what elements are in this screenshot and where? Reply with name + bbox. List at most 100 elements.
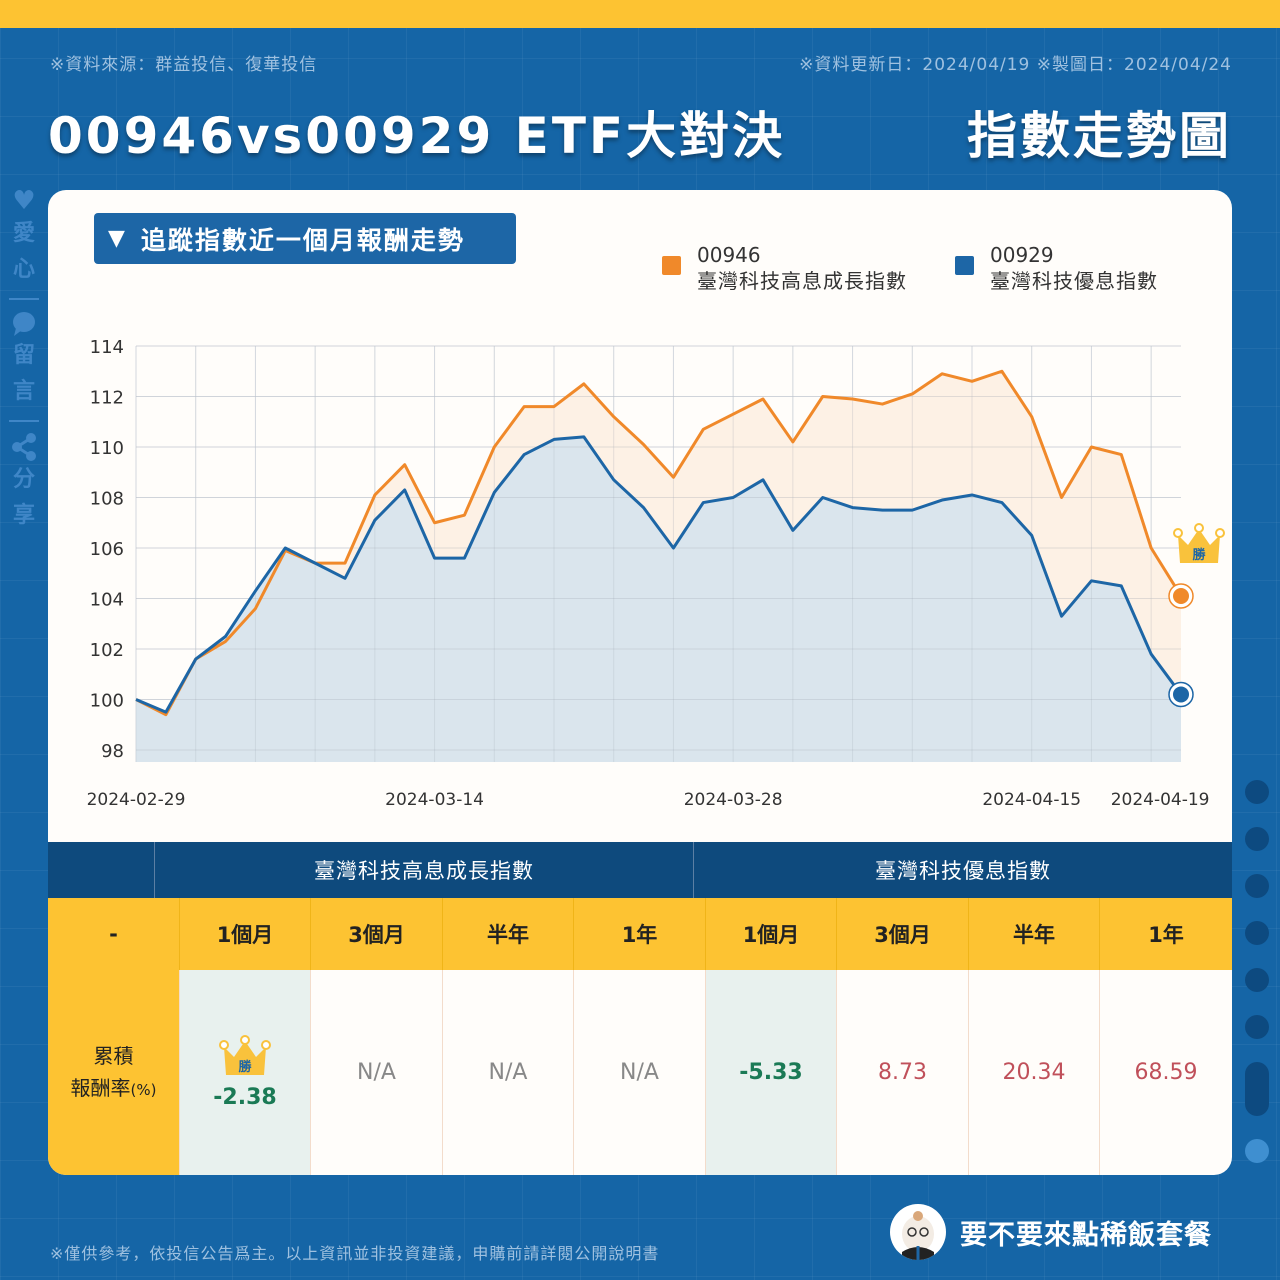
group-header-00946: 臺灣科技高息成長指數 (155, 842, 694, 898)
value: N/A (488, 1060, 528, 1085)
header-period: 半年 (443, 898, 574, 970)
svg-text:106: 106 (90, 539, 124, 560)
brand-avatar (890, 1204, 946, 1260)
page-dot[interactable] (1245, 1015, 1269, 1039)
header-period: 3個月 (311, 898, 443, 970)
header-corner: - (48, 898, 180, 970)
cell-00929-1y: 68.59 (1100, 970, 1232, 1175)
share-icon (12, 433, 36, 461)
divider (9, 298, 39, 300)
legend-name: 臺灣科技優息指數 (990, 269, 1158, 293)
data-source: ※資料來源：群益投信、復華投信 (50, 55, 318, 75)
svg-text:勝: 勝 (238, 1059, 252, 1075)
value: N/A (357, 1060, 396, 1085)
brand: 要不要來點稀飯套餐 (890, 1204, 1212, 1260)
header-period: 1年 (1148, 923, 1184, 947)
page-dot[interactable] (1245, 968, 1269, 992)
cell-00946-3m: N/A (311, 970, 443, 1175)
corner-cell (48, 842, 155, 898)
table-period-header: - 1個月 3個月 半年 1年 1個月 3個月 半年 1年 (48, 898, 1232, 970)
page-dot[interactable] (1245, 874, 1269, 898)
header-period: 1年 (574, 898, 706, 970)
crown-icon: 勝 (219, 1035, 271, 1075)
share-button[interactable]: 分 享 (10, 432, 38, 534)
cell-00929-6m: 20.34 (969, 970, 1100, 1175)
speech-bubble-icon (13, 312, 35, 336)
value: -5.33 (739, 1060, 803, 1085)
row-label: 累積 報酬率(%) (48, 970, 180, 1175)
side-actions: ♥ 愛 心 留 言 分 享 (8, 186, 40, 534)
page-subtitle: 指數走勢圖 (967, 107, 1232, 165)
main-card: ▼ 追蹤指數近一個月報酬走勢 00946 臺灣科技高息成長指數 00929 臺灣… (48, 190, 1232, 1175)
legend-swatch-orange (662, 256, 681, 275)
group-header-00929: 臺灣科技優息指數 (875, 859, 1051, 883)
svg-text:102: 102 (90, 640, 124, 661)
like-label-1: 愛 (12, 221, 35, 246)
value: N/A (620, 1060, 659, 1085)
section-heading: ▼ 追蹤指數近一個月報酬走勢 (94, 213, 516, 264)
like-label-2: 心 (12, 257, 35, 282)
row-label-line2: 報酬率 (70, 1075, 131, 1100)
cell-00929-3m: 8.73 (837, 970, 969, 1175)
value: 68.59 (1134, 1060, 1198, 1085)
header-period: 1個月 (706, 898, 837, 970)
brand-name: 要不要來點稀飯套餐 (960, 1219, 1212, 1251)
svg-text:114: 114 (90, 337, 124, 358)
top-accent-bar (0, 0, 1280, 28)
page-dot[interactable] (1245, 780, 1269, 804)
table-row: 累積 報酬率(%) 勝 -2.38 N/A N/A N/A -5.33 8.73… (48, 970, 1232, 1175)
returns-table: 臺灣科技高息成長指數 臺灣科技優息指數 - 1個月 3個月 半年 1年 1個月 … (48, 842, 1232, 1175)
data-dates: ※資料更新日：2024/04/19 ※製圖日：2024/04/24 (799, 55, 1232, 75)
svg-text:2024-02-29: 2024-02-29 (87, 790, 186, 810)
cell-00946-1y: N/A (574, 970, 706, 1175)
cell-00946-6m: N/A (443, 970, 574, 1175)
triangle-down-icon: ▼ (108, 226, 127, 251)
comment-button[interactable]: 留 言 (11, 310, 37, 410)
value: -2.38 (213, 1085, 277, 1110)
line-chart: 98 100 102 104 106 108 110 112 114 勝 2024-02-29 202… (87, 337, 1225, 810)
disclaimer: ※僅供參考，依投信公告爲主。以上資訊並非投資建議，申購前請詳閱公開說明書 (50, 1244, 660, 1263)
svg-text:98: 98 (101, 741, 124, 762)
header-period: 1個月 (180, 898, 311, 970)
svg-text:2024-04-15: 2024-04-15 (982, 790, 1081, 810)
share-label-2: 享 (12, 503, 35, 528)
cell-00929-1m: -5.33 (706, 970, 837, 1175)
legend-item-00946: 00946 臺灣科技高息成長指數 (662, 242, 907, 294)
like-button[interactable]: ♥ 愛 心 (12, 186, 35, 288)
page-dot[interactable] (1245, 827, 1269, 851)
svg-text:勝: 勝 (1192, 547, 1206, 563)
comment-label-2: 言 (12, 379, 35, 404)
svg-text:112: 112 (90, 388, 124, 409)
cell-00946-1m: 勝 -2.38 (180, 970, 311, 1175)
legend-name: 臺灣科技高息成長指數 (697, 269, 907, 293)
svg-text:100: 100 (90, 691, 124, 712)
legend-code: 00929 (990, 243, 1054, 267)
page-dot[interactable] (1245, 1139, 1269, 1163)
legend-item-00929: 00929 臺灣科技優息指數 (955, 242, 1158, 294)
share-label-1: 分 (12, 467, 35, 492)
header-period: 3個月 (837, 898, 969, 970)
legend-code: 00946 (697, 243, 761, 267)
header-period: 半年 (969, 898, 1100, 970)
comment-label-1: 留 (12, 343, 35, 368)
svg-text:2024-04-19: 2024-04-19 (1111, 790, 1210, 810)
legend-swatch-blue (955, 256, 974, 275)
svg-text:108: 108 (90, 489, 124, 510)
heart-icon: ♥ (12, 186, 36, 216)
page-dot-active[interactable] (1245, 1062, 1269, 1116)
page-title: 00946vs00929 ETF大對決 (48, 107, 786, 165)
row-label-unit: (%) (130, 1080, 157, 1099)
crown-icon: 勝 (1173, 522, 1225, 563)
page-indicator (1244, 780, 1270, 1163)
section-heading-label: 追蹤指數近一個月報酬走勢 (140, 225, 465, 255)
svg-text:2024-03-28: 2024-03-28 (684, 790, 783, 810)
divider (9, 420, 39, 422)
page-dot[interactable] (1245, 921, 1269, 945)
svg-text:110: 110 (90, 438, 124, 459)
table-group-header: 臺灣科技高息成長指數 臺灣科技優息指數 (48, 842, 1232, 898)
svg-text:2024-03-14: 2024-03-14 (385, 790, 484, 810)
value: 8.73 (878, 1060, 927, 1085)
value: 20.34 (1002, 1060, 1066, 1085)
row-label-line1: 累積 (93, 1043, 134, 1068)
svg-text:104: 104 (90, 590, 124, 611)
